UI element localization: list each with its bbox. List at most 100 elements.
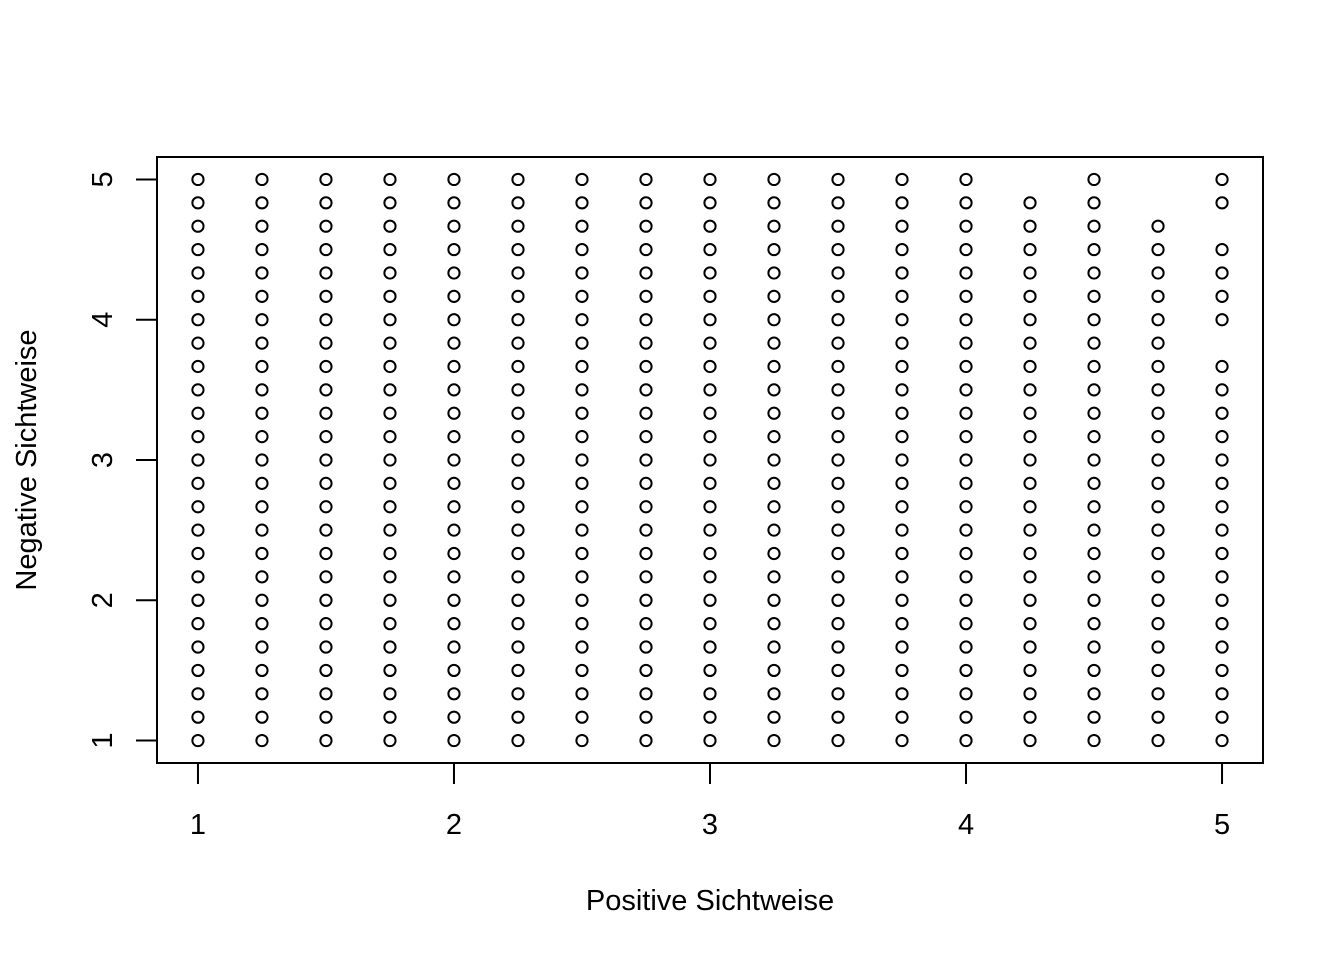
data-point bbox=[1151, 383, 1165, 397]
data-point bbox=[511, 523, 525, 537]
data-point bbox=[1215, 266, 1229, 280]
data-point bbox=[575, 406, 589, 420]
data-point bbox=[895, 266, 909, 280]
data-point bbox=[895, 687, 909, 701]
data-point bbox=[1023, 663, 1037, 678]
data-point bbox=[1151, 663, 1165, 678]
data-point bbox=[255, 313, 269, 327]
data-point bbox=[447, 242, 461, 257]
data-point bbox=[383, 710, 397, 724]
data-point bbox=[575, 570, 589, 584]
data-point bbox=[1087, 523, 1101, 537]
data-point bbox=[959, 219, 973, 233]
data-point bbox=[639, 687, 653, 701]
data-point bbox=[575, 640, 589, 654]
data-point bbox=[191, 430, 205, 444]
data-point bbox=[1023, 430, 1037, 444]
data-point bbox=[703, 453, 717, 467]
data-point bbox=[703, 289, 717, 303]
data-point bbox=[639, 336, 653, 350]
data-point bbox=[895, 172, 909, 187]
data-point bbox=[319, 336, 333, 350]
y-tick-label: 3 bbox=[87, 452, 119, 468]
data-point bbox=[1023, 383, 1037, 397]
data-point bbox=[447, 663, 461, 678]
data-point bbox=[895, 313, 909, 327]
data-point bbox=[1151, 710, 1165, 724]
data-point bbox=[895, 289, 909, 303]
data-point bbox=[575, 430, 589, 444]
data-point bbox=[1087, 336, 1101, 350]
data-point bbox=[319, 687, 333, 701]
data-point bbox=[703, 219, 717, 233]
data-point bbox=[895, 453, 909, 467]
data-point bbox=[703, 196, 717, 210]
data-point bbox=[447, 219, 461, 233]
data-point bbox=[767, 570, 781, 584]
data-point bbox=[767, 242, 781, 257]
data-point bbox=[1215, 289, 1229, 303]
data-point bbox=[895, 733, 909, 748]
data-point bbox=[767, 196, 781, 210]
data-point bbox=[383, 289, 397, 303]
data-point bbox=[191, 336, 205, 350]
data-point bbox=[255, 593, 269, 607]
data-point bbox=[639, 430, 653, 444]
data-point bbox=[447, 570, 461, 584]
data-point bbox=[1023, 640, 1037, 654]
data-point bbox=[959, 593, 973, 607]
data-point bbox=[895, 640, 909, 654]
data-point bbox=[319, 313, 333, 327]
data-point bbox=[575, 663, 589, 678]
data-point bbox=[319, 219, 333, 233]
data-point bbox=[703, 663, 717, 678]
data-point bbox=[1087, 663, 1101, 678]
data-point bbox=[1087, 242, 1101, 257]
data-point bbox=[319, 383, 333, 397]
data-point bbox=[1087, 359, 1101, 374]
data-point bbox=[383, 476, 397, 490]
data-point bbox=[895, 219, 909, 233]
data-point bbox=[1215, 453, 1229, 467]
data-point bbox=[639, 196, 653, 210]
data-point bbox=[831, 242, 845, 257]
data-point bbox=[447, 430, 461, 444]
data-point bbox=[511, 663, 525, 678]
data-point bbox=[703, 242, 717, 257]
data-point bbox=[1215, 640, 1229, 654]
y-axis-title: Negative Sichtweise bbox=[11, 329, 43, 590]
data-point bbox=[1023, 359, 1037, 374]
data-point bbox=[1215, 242, 1229, 257]
data-point bbox=[1023, 617, 1037, 631]
data-point bbox=[831, 640, 845, 654]
data-point bbox=[1087, 593, 1101, 607]
data-point bbox=[1215, 313, 1229, 327]
data-point bbox=[319, 546, 333, 561]
data-point bbox=[575, 242, 589, 257]
data-point bbox=[767, 266, 781, 280]
data-point bbox=[1151, 523, 1165, 537]
data-point bbox=[895, 383, 909, 397]
data-point bbox=[703, 266, 717, 280]
data-point bbox=[255, 383, 269, 397]
data-point bbox=[1151, 617, 1165, 631]
data-point bbox=[895, 663, 909, 678]
data-point bbox=[1087, 617, 1101, 631]
data-point bbox=[319, 617, 333, 631]
data-point bbox=[1215, 687, 1229, 701]
data-point bbox=[703, 546, 717, 561]
data-point bbox=[319, 476, 333, 490]
data-point bbox=[1023, 453, 1037, 467]
data-point bbox=[447, 617, 461, 631]
data-point bbox=[383, 406, 397, 420]
data-point bbox=[1023, 710, 1037, 724]
data-point bbox=[959, 172, 973, 187]
data-point bbox=[1023, 289, 1037, 303]
data-point bbox=[447, 710, 461, 724]
x-tick-label: 3 bbox=[702, 809, 718, 841]
data-point bbox=[767, 336, 781, 350]
data-point bbox=[1087, 406, 1101, 420]
data-point bbox=[895, 500, 909, 514]
data-point bbox=[959, 523, 973, 537]
data-point bbox=[1215, 406, 1229, 420]
